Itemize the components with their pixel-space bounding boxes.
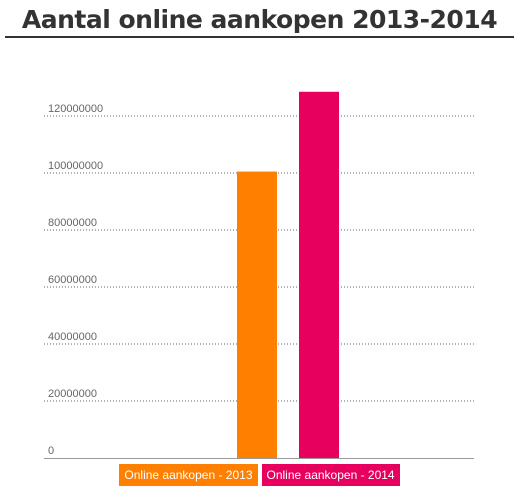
y-tick-label: 20000000 <box>48 388 97 400</box>
y-tick-label: 100000000 <box>48 160 103 172</box>
bar-2013[interactable] <box>237 171 277 458</box>
legend-item-2013[interactable]: Online aankopen - 2013 <box>119 464 258 486</box>
chart-title: Aantal online aankopen 2013-2014 <box>21 5 498 34</box>
y-tick-label: 60000000 <box>48 274 97 286</box>
bar-chart: 0 20000000 40000000 60000000 80000000 1000000… <box>44 91 474 459</box>
legend-item-2014[interactable]: Online aankopen - 2014 <box>261 464 400 486</box>
bars <box>237 91 339 459</box>
bar-2014[interactable] <box>299 91 339 459</box>
y-tick-label: 80000000 <box>48 217 97 229</box>
y-tick-label: 120000000 <box>48 103 103 115</box>
y-tick-label: 0 <box>48 445 54 457</box>
y-tick-label: 40000000 <box>48 331 97 343</box>
y-axis-ticks: 0 20000000 40000000 60000000 80000000 1000000… <box>48 103 103 457</box>
title-underline <box>5 36 514 38</box>
legend: Online aankopen - 2013 Online aankopen -… <box>0 464 519 486</box>
